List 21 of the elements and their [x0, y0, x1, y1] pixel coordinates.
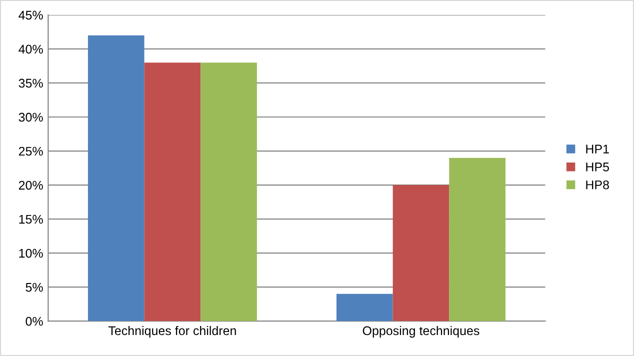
- x-tick-label: Techniques for children: [108, 326, 236, 338]
- legend-label: HP8: [586, 180, 609, 190]
- legend-label: HP1: [586, 144, 609, 154]
- bar: [144, 62, 201, 322]
- x-tick-label: Opposing techniques: [362, 326, 480, 338]
- bar: [449, 158, 506, 322]
- y-tick-label: 0%: [26, 316, 43, 326]
- y-tick-label: 40%: [18, 44, 43, 54]
- legend-label: HP5: [586, 162, 609, 172]
- bar: [336, 294, 393, 322]
- bar: [88, 35, 144, 322]
- bar: [200, 62, 257, 322]
- y-tick-label: 5%: [26, 282, 43, 292]
- y-tick-label: 15%: [19, 214, 43, 224]
- y-tick-label: 10%: [19, 248, 43, 258]
- y-tick-label: 45%: [18, 10, 43, 20]
- y-tick-label: 25%: [18, 146, 43, 156]
- bar: [392, 185, 450, 322]
- y-tick-label: 35%: [18, 78, 43, 88]
- y-tick-label: 20%: [18, 180, 43, 190]
- y-tick-label: 30%: [18, 112, 43, 122]
